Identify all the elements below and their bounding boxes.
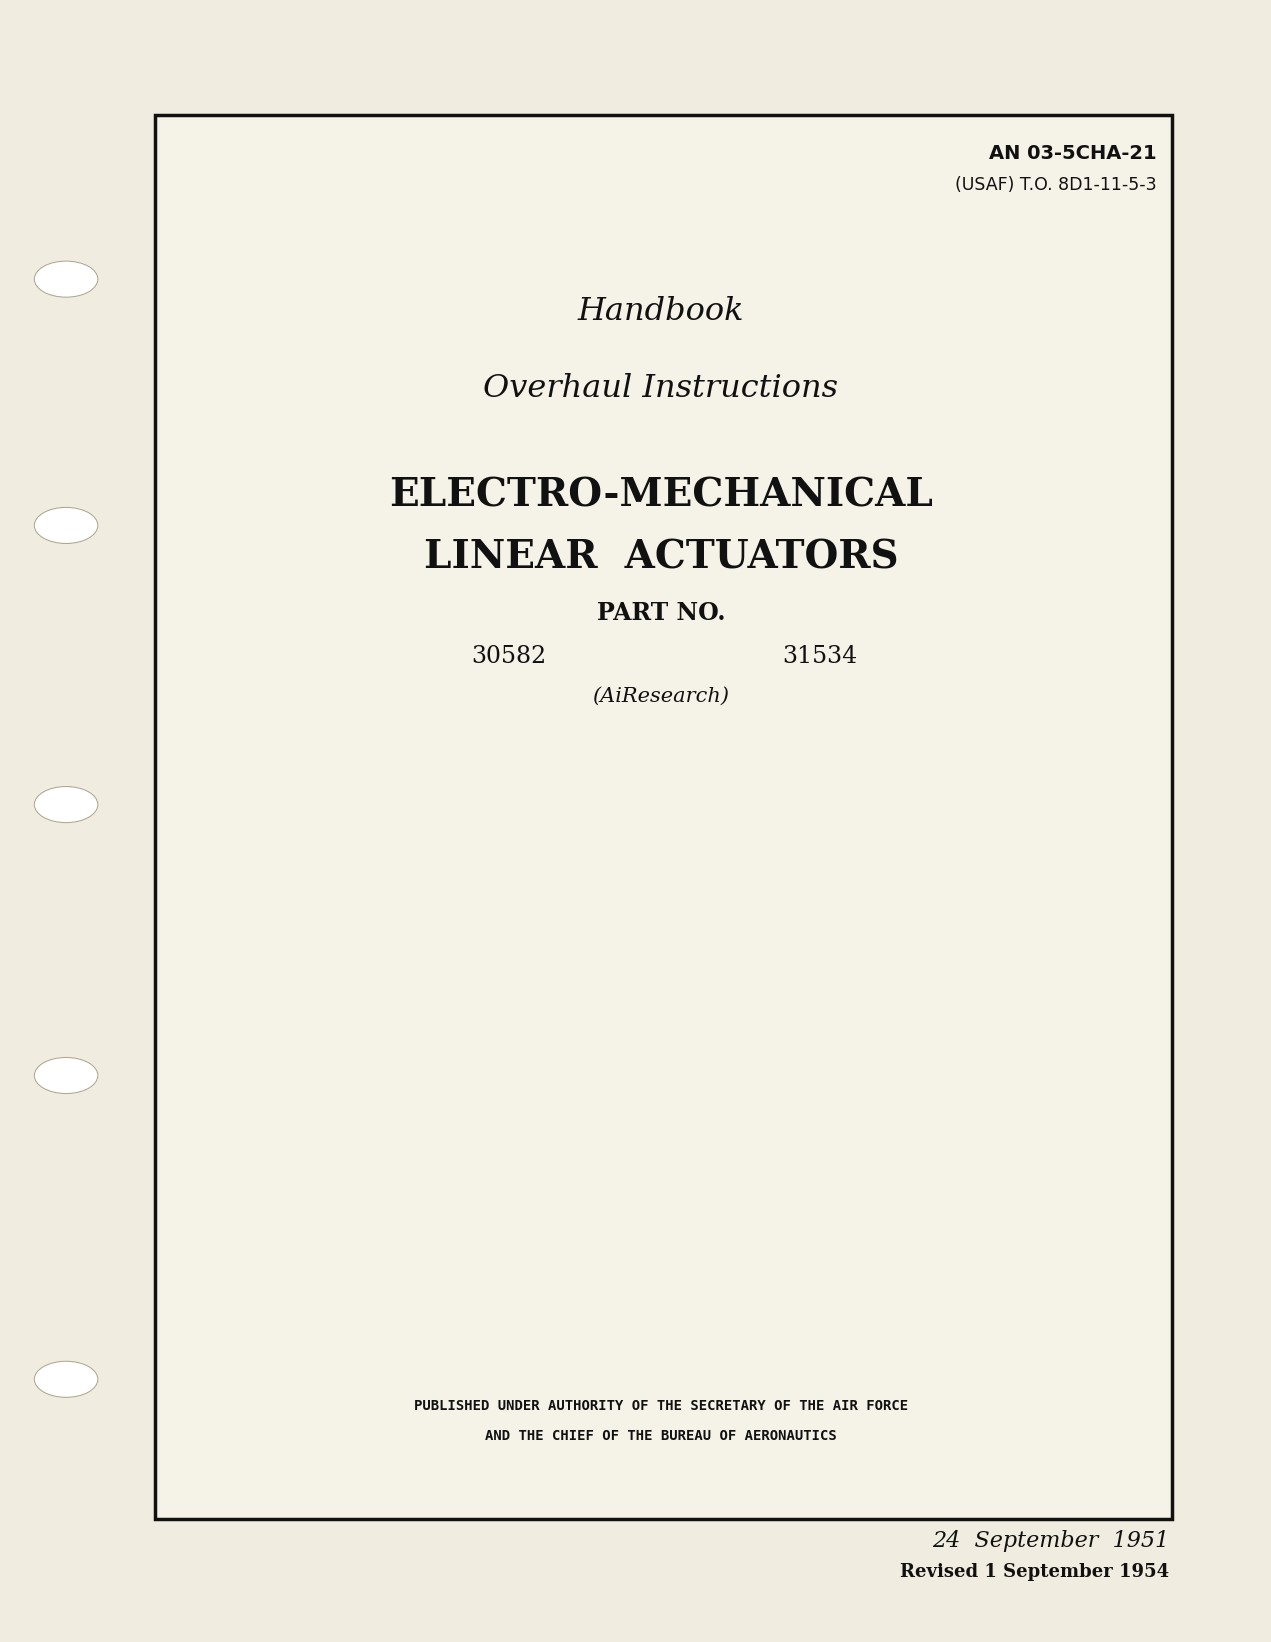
Text: Handbook: Handbook [578,296,744,327]
Ellipse shape [34,1361,98,1397]
Text: 31534: 31534 [782,645,858,668]
Text: AND THE CHIEF OF THE BUREAU OF AERONAUTICS: AND THE CHIEF OF THE BUREAU OF AERONAUTI… [486,1429,836,1443]
Ellipse shape [34,507,98,544]
Text: Overhaul Instructions: Overhaul Instructions [483,373,839,404]
Ellipse shape [34,787,98,823]
Text: 24  September  1951: 24 September 1951 [932,1530,1169,1552]
Bar [155,115,1172,1519]
Text: (USAF) T.O. 8D1-11-5-3: (USAF) T.O. 8D1-11-5-3 [955,176,1157,194]
Text: PUBLISHED UNDER AUTHORITY OF THE SECRETARY OF THE AIR FORCE: PUBLISHED UNDER AUTHORITY OF THE SECRETA… [414,1399,907,1414]
Ellipse shape [34,1057,98,1094]
Text: AN 03-5CHA-21: AN 03-5CHA-21 [989,144,1157,164]
Text: (AiResearch): (AiResearch) [592,686,730,706]
Text: 30582: 30582 [470,645,547,668]
Text: ELECTRO-MECHANICAL: ELECTRO-MECHANICAL [389,476,933,514]
Bar [155,115,1172,1519]
Text: PART NO.: PART NO. [596,601,726,626]
Text: Revised 1 September 1954: Revised 1 September 1954 [900,1563,1169,1581]
Text: LINEAR  ACTUATORS: LINEAR ACTUATORS [423,539,899,576]
Ellipse shape [34,261,98,297]
